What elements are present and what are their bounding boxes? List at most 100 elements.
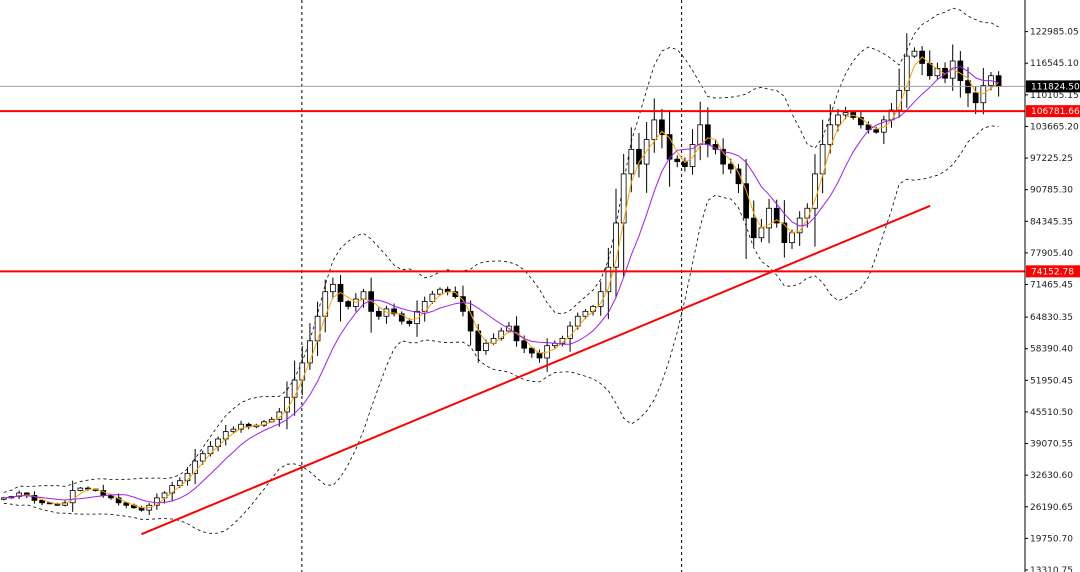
candle-body-bull xyxy=(498,330,505,339)
candle-body-bear xyxy=(750,217,757,239)
candle-body-bear xyxy=(528,347,535,354)
candle xyxy=(345,300,352,310)
level-badge-1: 106781.66 xyxy=(1026,105,1080,118)
candle xyxy=(528,346,535,358)
axis-tick-label: 84345.35 xyxy=(1030,217,1073,227)
axis-tick-label: 90785.30 xyxy=(1030,186,1073,196)
candle-body-bear xyxy=(858,117,864,126)
bollinger-bands xyxy=(3,7,999,534)
candle-body-bull xyxy=(620,173,627,224)
candle-body-bull xyxy=(360,291,367,300)
price-badges: 111824.50 106781.66 74152.78 xyxy=(1026,80,1080,278)
candle-body-bear xyxy=(452,291,459,298)
axis-tick-label: 39070.55 xyxy=(1030,440,1073,450)
candle xyxy=(689,129,696,175)
candle xyxy=(942,62,948,84)
candle-body-bear xyxy=(108,495,114,499)
candle-body-bull xyxy=(651,119,658,140)
candle-body-bull xyxy=(299,362,306,381)
candle xyxy=(735,163,742,194)
horizontal-levels xyxy=(0,110,1025,273)
candle-body-bull xyxy=(176,480,183,487)
candle xyxy=(330,277,336,299)
candle xyxy=(238,420,244,433)
candle-body-bull xyxy=(230,428,237,433)
current-price-badge-box xyxy=(1026,80,1080,93)
candle-body-bear xyxy=(743,183,749,219)
axis-tick-label: 71465.45 xyxy=(1030,281,1073,291)
candle xyxy=(903,33,910,108)
candle xyxy=(957,51,964,98)
candle-body-bull xyxy=(827,124,834,145)
candle xyxy=(398,311,405,325)
candle-body-bull xyxy=(880,119,887,133)
candle-body-bear xyxy=(391,308,397,315)
candle-body-bear xyxy=(704,124,711,145)
candle-body-bull xyxy=(903,55,910,91)
candle xyxy=(720,138,726,175)
price-axis: 122985.05 116545.10 110105.15 103665.20 9722… xyxy=(1024,0,1079,572)
candle-body-bull xyxy=(307,340,313,364)
candle-body-bull xyxy=(613,222,619,268)
candle-body-bull xyxy=(429,293,436,302)
candle-body-bull xyxy=(582,310,589,317)
candle-body-bear xyxy=(727,163,734,170)
candle-body-bull xyxy=(628,148,635,175)
candle xyxy=(651,98,658,153)
candle xyxy=(192,449,198,485)
candle-body-bull xyxy=(238,423,244,430)
candle xyxy=(154,493,160,510)
level-badge-2-box xyxy=(1026,265,1080,278)
candle-body-bull xyxy=(77,487,84,491)
candle xyxy=(498,327,505,341)
candle-body-bull xyxy=(199,453,206,462)
candle xyxy=(115,493,122,506)
axis-tick-label: 116545.10 xyxy=(1030,59,1079,69)
candle-body-bear xyxy=(513,325,520,342)
candle-body-bull xyxy=(414,310,420,325)
candle-body-bull xyxy=(689,144,696,167)
bollinger-upper-band xyxy=(3,7,999,493)
slow-moving-average-line xyxy=(3,66,999,504)
candle xyxy=(911,47,918,59)
candle-body-bear xyxy=(123,502,130,506)
candle-body-bear xyxy=(674,158,681,163)
bollinger-lower-band xyxy=(3,125,999,534)
candle-body-bull xyxy=(16,492,22,497)
candle-body-bull xyxy=(766,207,772,229)
candle-body-bear xyxy=(375,310,382,317)
candle xyxy=(437,287,443,296)
candle-body-bear xyxy=(659,119,665,136)
candle xyxy=(230,426,237,434)
vertical-separators xyxy=(301,0,683,572)
candle-body-bull xyxy=(330,283,336,293)
current-price-badge-label: 111824.50 xyxy=(1031,82,1080,92)
candle-body-bear xyxy=(345,301,352,307)
candle-body-bear xyxy=(735,168,742,185)
current-price-badge: 111824.50 xyxy=(1026,80,1080,93)
axis-tick-label: 110105.15 xyxy=(1030,91,1079,101)
candle xyxy=(77,486,84,492)
candle-body-bull xyxy=(490,337,497,344)
candle xyxy=(636,132,642,178)
axis-tick-label: 26190.65 xyxy=(1030,503,1073,513)
candle-body-bear xyxy=(720,148,726,165)
candle-body-bear xyxy=(773,207,780,224)
candle-body-bull xyxy=(192,460,198,474)
candle xyxy=(873,126,880,134)
candle-body-bull xyxy=(812,173,818,209)
candle-body-bull xyxy=(842,112,849,116)
candle-body-bull xyxy=(758,227,765,239)
axis-tick-label: 77905.40 xyxy=(1030,249,1073,259)
axis-tick-label: 97225.25 xyxy=(1030,154,1073,164)
candle xyxy=(161,491,168,504)
candle xyxy=(16,490,22,500)
level-badge-1-label: 106781.66 xyxy=(1031,107,1080,117)
level-badge-2: 74152.78 xyxy=(1026,265,1080,278)
level-badge-1-box xyxy=(1026,105,1080,118)
axis-tick-label: 19750.70 xyxy=(1030,534,1073,544)
candle xyxy=(781,200,788,258)
candle-body-bull xyxy=(69,490,76,504)
candle xyxy=(421,296,428,322)
candle xyxy=(666,109,673,187)
